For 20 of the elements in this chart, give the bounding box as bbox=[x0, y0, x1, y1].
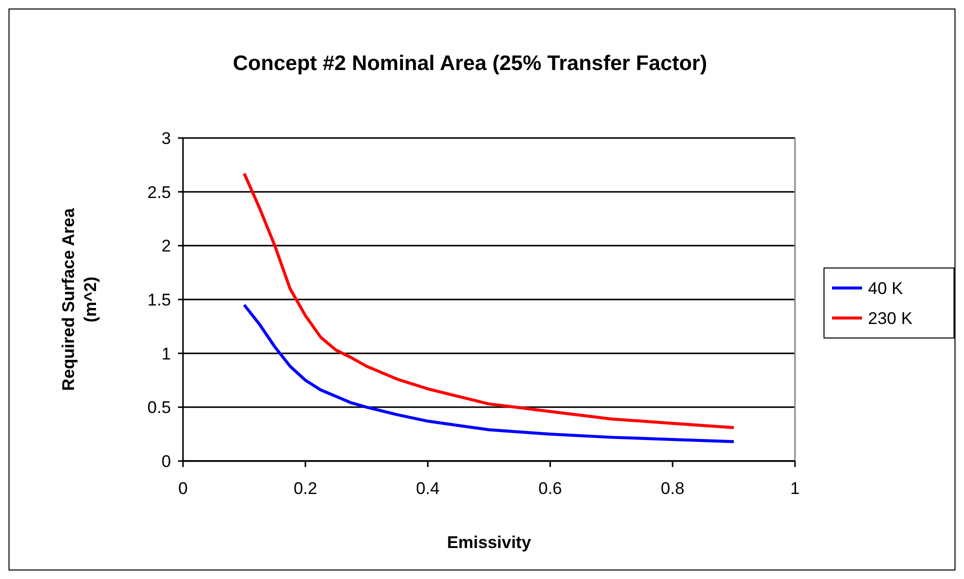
chart-title: Concept #2 Nominal Area (25% Transfer Factor) bbox=[232, 52, 708, 75]
x-tick-label: 0.6 bbox=[538, 479, 562, 498]
x-tick-label: 1 bbox=[790, 479, 800, 498]
x-tick-label: 0.4 bbox=[416, 479, 440, 498]
y-axis-title: Required Surface Area (m^2) bbox=[59, 208, 100, 391]
y-tick-label: 3 bbox=[162, 129, 171, 148]
y-tick-label: 2.5 bbox=[147, 182, 171, 202]
y-tick-label: 1 bbox=[162, 344, 171, 364]
y-tick-label: 2 bbox=[162, 236, 171, 256]
line-series bbox=[242, 303, 736, 444]
legend-label: 230 K bbox=[868, 309, 914, 328]
legend-label: 40 K bbox=[868, 279, 904, 298]
x-tick-label: 0 bbox=[178, 479, 188, 498]
x-tick-label: 0.8 bbox=[660, 479, 684, 498]
y-tick-label: 1.5 bbox=[147, 290, 171, 310]
x-tick-label: 0.2 bbox=[294, 479, 318, 498]
y-tick-label: 0 bbox=[162, 452, 171, 471]
y-tick-label: 0.5 bbox=[147, 398, 171, 418]
line-series bbox=[242, 172, 736, 430]
x-axis-title: Emissivity bbox=[446, 533, 532, 552]
